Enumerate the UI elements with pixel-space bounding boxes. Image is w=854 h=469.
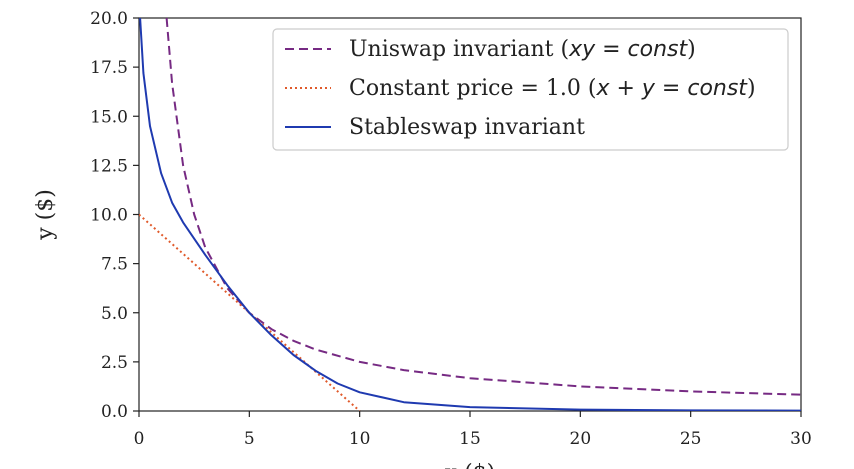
axes-layer: 0 5 10 15 20 25 30 0.0 2.5 5.0 7.5 10.0 12.5 15.0 17.5…: [90, 9, 812, 449]
y-tick-label-2.5: 2.5: [101, 353, 128, 373]
y-axis-title: y ($): [33, 189, 58, 241]
series-line-2: [139, 213, 361, 411]
x-tick-label-5: 5: [244, 429, 255, 449]
series-line-3: [139, 17, 801, 411]
y-tick-label-20.0: 20.0: [90, 9, 128, 29]
x-tick-label-25: 25: [680, 429, 702, 449]
series-line-1: [165, 17, 801, 396]
y-tick-label-17.5: 17.5: [90, 58, 128, 78]
legend-label-1: Uniswap invariant (xy = const): [349, 37, 696, 62]
legend: Uniswap invariant (xy = const) Constant p…: [272, 28, 789, 151]
y-tick-label-0.0: 0.0: [101, 402, 128, 422]
x-tick-label-10: 10: [349, 429, 371, 449]
y-tick-label-15.0: 15.0: [90, 107, 128, 127]
legend-label-2: Constant price = 1.0 (x + y = const): [349, 76, 756, 101]
y-tick-label-12.5: 12.5: [90, 156, 128, 176]
series-layer: [139, 17, 801, 411]
legend-box: [272, 28, 789, 151]
y-tick-label-5.0: 5.0: [101, 304, 128, 324]
y-tick-label-7.5: 7.5: [101, 255, 128, 275]
legend-label-3: Stableswap invariant: [349, 115, 585, 140]
x-tick-label-15: 15: [459, 429, 481, 449]
x-tick-label-0: 0: [134, 429, 145, 449]
x-tick-label-20: 20: [570, 429, 592, 449]
x-tick-label-30: 30: [790, 429, 812, 449]
y-tick-label-10.0: 10.0: [90, 206, 128, 226]
x-axis-title: x ($): [445, 461, 496, 469]
